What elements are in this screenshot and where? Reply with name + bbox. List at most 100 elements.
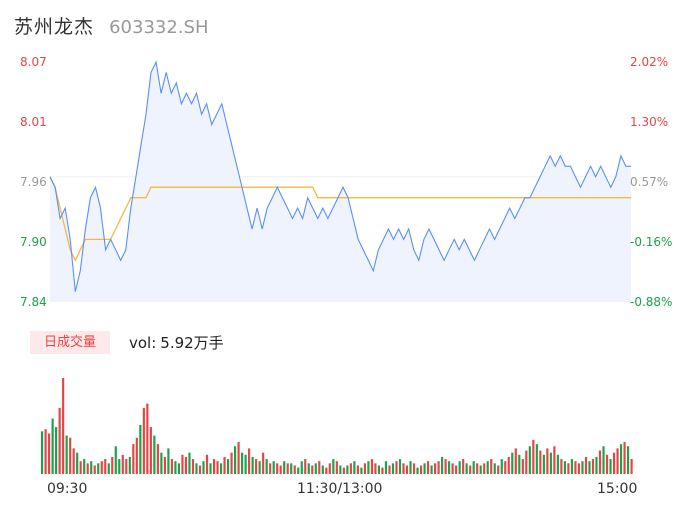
volume-bar [307, 463, 310, 474]
volume-bar [195, 463, 198, 474]
y-tick-right-4: -0.88% [630, 295, 673, 309]
volume-bar [290, 463, 293, 474]
volume-bar [556, 454, 559, 474]
volume-bar [107, 463, 110, 474]
volume-bar [349, 463, 352, 474]
volume-bar [209, 463, 212, 474]
volume-bar [219, 463, 223, 474]
volume-bar [616, 448, 619, 474]
volume-bar [311, 465, 314, 474]
volume-bar [139, 424, 142, 474]
volume-bar [255, 459, 258, 474]
volume-bar [258, 461, 261, 474]
volume-bar [395, 461, 398, 474]
volume-bar [230, 452, 233, 474]
volume-bar [476, 463, 479, 474]
volume-bar [163, 456, 166, 474]
volume-bar [132, 444, 135, 474]
volume-bar [539, 450, 542, 474]
volume-bar [69, 437, 72, 474]
volume-bar [318, 461, 321, 474]
volume-bar [405, 465, 409, 474]
volume-bar [525, 450, 528, 474]
volume-bar [276, 463, 279, 474]
volume-bar [118, 459, 121, 474]
volume-bar [437, 461, 440, 474]
volume-bar [205, 454, 209, 474]
volume-bar [51, 418, 54, 474]
volume-bar [223, 456, 226, 474]
volume-bar [342, 467, 345, 474]
volume-summary: vol: 5.92万手 [129, 332, 224, 353]
volume-bar [328, 463, 331, 474]
volume-bar [458, 461, 461, 474]
volume-bar [388, 465, 391, 474]
volume-bar [623, 442, 626, 474]
volume-bar [609, 459, 612, 474]
volume-bar [156, 444, 159, 474]
volume-bar [272, 461, 275, 474]
volume-bar [535, 444, 538, 474]
volume-bar [325, 467, 328, 474]
volume-bar [377, 465, 381, 474]
volume-bar [44, 429, 47, 474]
volume-bar [497, 465, 500, 474]
volume-bar [184, 456, 188, 474]
volume-bar [226, 459, 230, 474]
volume-bar [149, 427, 152, 474]
volume-bar [297, 467, 300, 474]
volume-bar [353, 461, 356, 474]
y-tick-left-0: 8.07 [20, 55, 47, 69]
daily-volume-badge: 日成交量 [30, 331, 110, 354]
volume-bar [97, 463, 100, 474]
volume-bar [542, 454, 545, 474]
volume-bar [244, 454, 247, 474]
volume-bar [360, 467, 363, 474]
volume-bar [104, 459, 107, 474]
volume-bar [381, 467, 384, 474]
volume-bar [577, 463, 581, 474]
y-tick-left-2: 7.96 [20, 175, 47, 189]
volume-bar [55, 427, 58, 474]
volume-bar [433, 463, 437, 474]
volume-bar [237, 442, 240, 474]
volume-bar [500, 459, 503, 474]
price-area [50, 62, 631, 302]
volume-summary-value: 5.92万手 [160, 334, 224, 352]
volume-bar [532, 439, 535, 474]
volume-bar [321, 465, 324, 474]
volume-bar [367, 461, 370, 474]
volume-bar [346, 465, 349, 474]
volume-bar [560, 459, 563, 474]
stock-code: 603332.SH [109, 17, 209, 38]
volume-bar [402, 463, 405, 474]
stock-name: 苏州龙杰 [14, 16, 95, 38]
volume-bar [412, 463, 416, 474]
volume-bar [612, 452, 616, 474]
y-tick-left-1: 8.01 [20, 115, 47, 129]
volume-bar [142, 407, 145, 474]
volume-bar [76, 452, 79, 474]
volume-bar [62, 378, 65, 474]
volume-bar [128, 456, 131, 474]
volume-bar [549, 452, 552, 474]
volume-bar [426, 461, 430, 474]
volume-bar [114, 446, 117, 474]
volume-bar [339, 465, 342, 474]
volume-bar [356, 465, 359, 474]
volume-bar [198, 465, 202, 474]
volume-bar [504, 461, 507, 474]
volume-bar [598, 450, 602, 474]
volume-bar [146, 403, 149, 474]
volume-bar [444, 459, 447, 474]
volume-bar [314, 463, 317, 474]
volume-bar [374, 463, 377, 474]
volume-bar [48, 433, 51, 474]
header: 苏州龙杰 603332.SH [14, 12, 209, 40]
volume-bar [423, 463, 426, 474]
volume-bar [304, 459, 307, 474]
volume-bar [79, 461, 82, 474]
volume-bar [181, 454, 184, 474]
volume-bar [174, 461, 177, 474]
